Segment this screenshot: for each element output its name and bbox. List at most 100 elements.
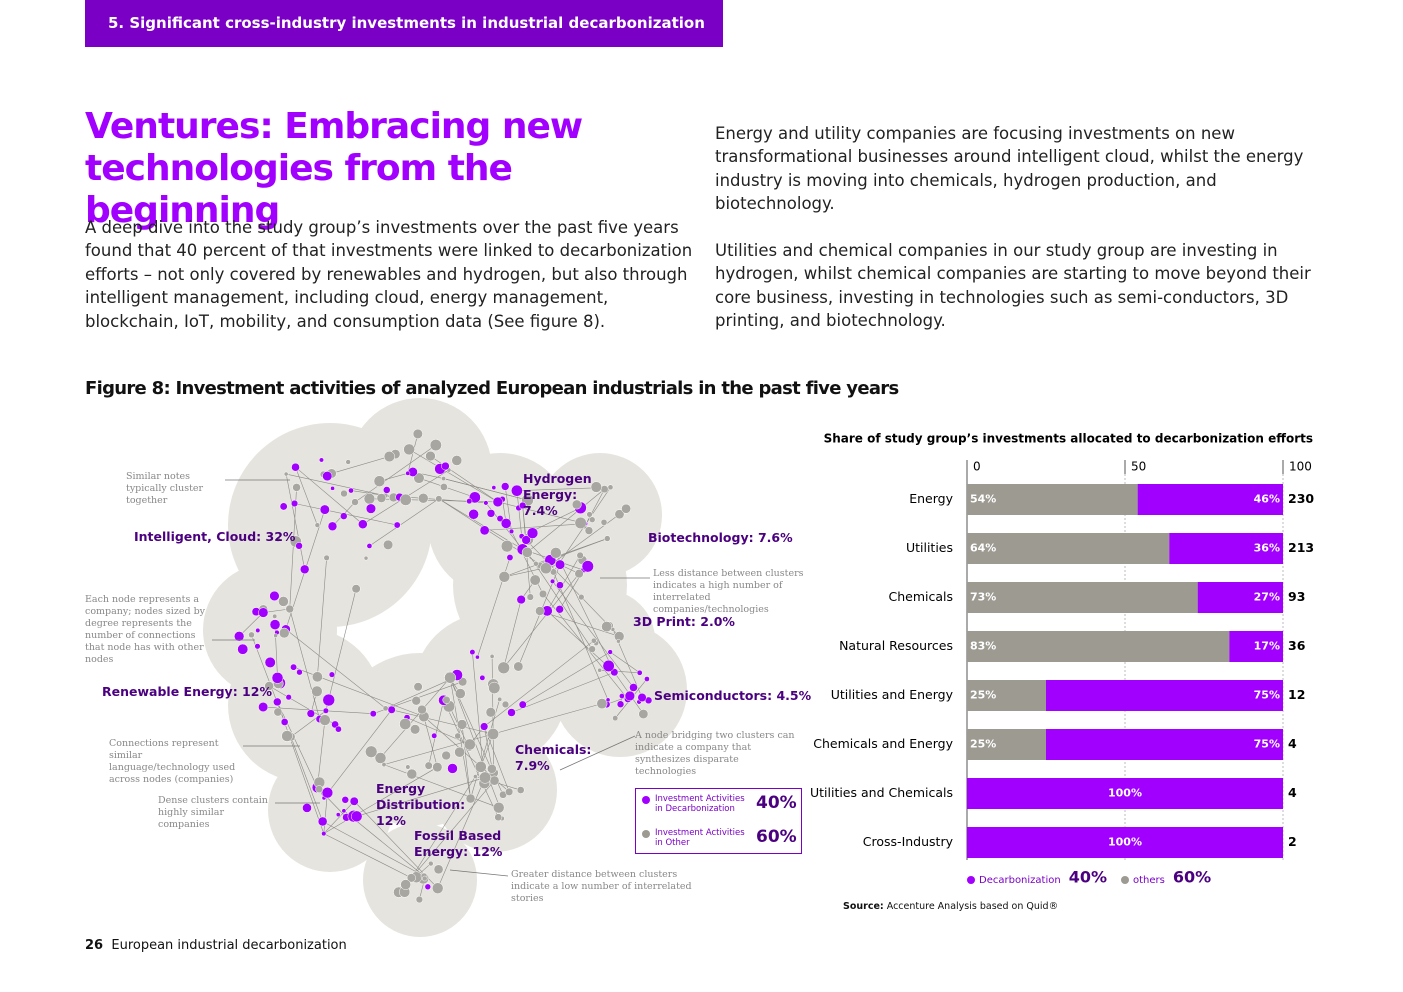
node [629, 683, 638, 692]
node [319, 714, 331, 726]
edge [610, 651, 640, 674]
node [387, 705, 396, 714]
footer-text: European industrial decarbonization [111, 938, 347, 953]
value-label: 100% [1108, 836, 1142, 849]
node [383, 486, 391, 494]
node [447, 763, 458, 774]
edge [539, 610, 620, 637]
legend-total: 60% [1173, 868, 1211, 887]
node [290, 499, 299, 508]
node [345, 459, 351, 465]
node [526, 593, 534, 601]
node [571, 499, 582, 510]
paragraph: Utilities and chemical companies in our … [715, 241, 1311, 331]
node [351, 498, 359, 506]
count-label: 2 [1288, 834, 1297, 849]
bar-segment [1046, 729, 1283, 760]
node [506, 554, 514, 561]
node [521, 535, 531, 545]
node [454, 688, 466, 699]
node [496, 515, 504, 522]
node [415, 895, 424, 904]
y-tick-label: Chemicals [888, 589, 953, 604]
node [258, 607, 269, 618]
node [451, 455, 463, 466]
node [624, 690, 635, 702]
edge [443, 478, 528, 501]
node [612, 715, 619, 722]
node [605, 697, 611, 703]
node [271, 672, 284, 684]
cluster-label: Hydrogen Energy: 7.4% [523, 471, 592, 518]
edge [406, 717, 470, 745]
node [234, 631, 245, 642]
node [429, 439, 442, 452]
edge [516, 490, 522, 537]
node [555, 605, 564, 614]
edge [526, 552, 593, 650]
node [296, 668, 303, 676]
node [529, 574, 541, 586]
cluster-label: Renewable Energy: 12% [102, 684, 272, 699]
node [322, 707, 329, 714]
node [351, 584, 361, 594]
node [584, 526, 594, 535]
node [535, 606, 545, 616]
edge [470, 699, 500, 799]
node [441, 750, 451, 761]
bar-segment [1169, 533, 1283, 564]
node [619, 693, 625, 699]
node [616, 700, 625, 708]
node [501, 482, 510, 491]
value-label: 73% [970, 591, 996, 604]
node [399, 718, 412, 730]
value-label: 17% [1254, 640, 1280, 653]
node [410, 724, 421, 735]
value-label: 36% [1254, 542, 1280, 555]
edge [379, 677, 451, 759]
node [602, 659, 615, 672]
source: Source: Accenture Analysis based on Quid… [843, 901, 1058, 912]
node [254, 643, 261, 650]
edge [552, 581, 634, 688]
node [607, 484, 614, 491]
legend-label: Investment Activities in Other [655, 828, 745, 848]
node [456, 719, 468, 730]
node [413, 682, 423, 692]
count-label: 4 [1288, 736, 1297, 751]
legend-value: 60% [756, 827, 797, 847]
node [363, 493, 376, 505]
node [498, 571, 511, 583]
node [435, 495, 443, 503]
edge [411, 776, 476, 879]
network-background [203, 398, 687, 937]
node [511, 484, 523, 497]
node [578, 593, 585, 601]
bar-segment [1137, 484, 1283, 515]
node [295, 542, 303, 550]
node [576, 551, 584, 559]
node [418, 493, 429, 504]
node [383, 450, 395, 463]
source-text: Accenture Analysis based on Quid® [886, 901, 1059, 912]
node [269, 590, 280, 602]
section-header: 5. Significant cross-industry investment… [85, 0, 723, 47]
chart-title: Share of study group’s investments alloc… [824, 432, 1313, 446]
node [513, 661, 524, 672]
y-tick-label: Cross-Industry [863, 834, 954, 849]
edge [325, 588, 357, 711]
cluster-label: 3D Print: 2.0% [633, 614, 735, 629]
node [454, 746, 465, 758]
count-label: 12 [1288, 687, 1305, 702]
bar-segment [967, 582, 1198, 613]
node [440, 483, 448, 491]
node [381, 762, 387, 768]
node [441, 461, 450, 471]
node [501, 700, 510, 709]
node [500, 518, 512, 529]
legend-swatch [642, 796, 650, 804]
node [237, 643, 249, 655]
node [441, 476, 447, 482]
node [314, 522, 321, 528]
node [340, 512, 348, 520]
